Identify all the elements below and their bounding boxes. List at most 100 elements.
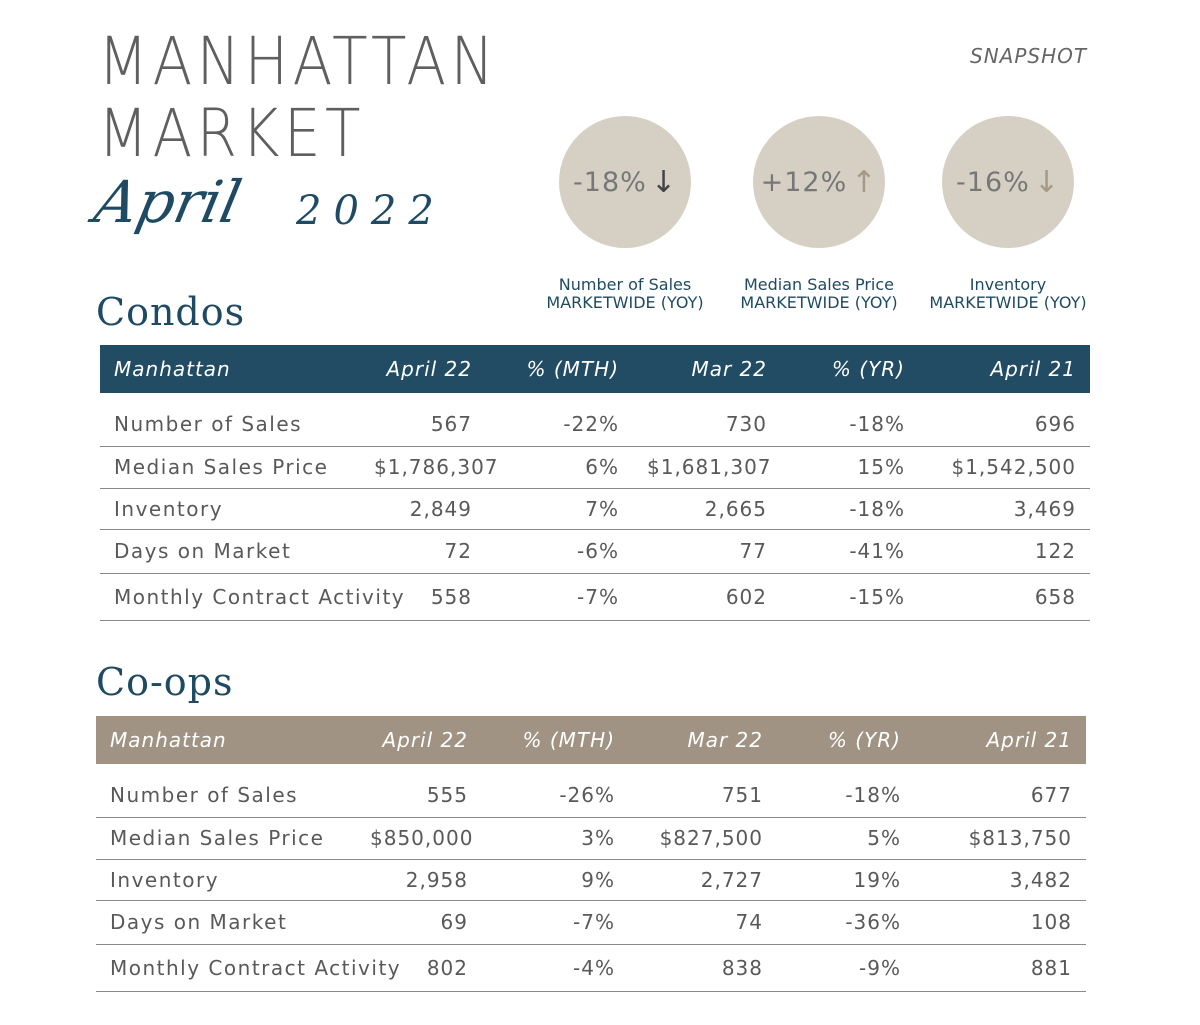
table-cell: 2,665 [633,488,781,530]
table-cell: 2,958 [356,859,482,901]
row-label: Monthly Contract Activity [96,944,400,992]
table-cell: 122 [919,529,1090,574]
condos-table: Manhattan April 22 % (MTH) Mar 22 % (YR)… [100,345,1090,621]
stat-circle: -16% ↓ [942,116,1074,248]
stat-value: +12% [760,166,848,198]
table-cell: -6% [486,529,633,574]
table-row: Days on Market 69 -7% 74 -36% 108 [96,900,1086,945]
stat-median-sales-price: +12% ↑ Median Sales Price MARKETWIDE (YO… [724,116,914,312]
title-line-2: MARKET [98,95,365,172]
stat-label-line-2: MARKETWIDE (YOY) [546,293,704,312]
table-cell: 7% [486,488,633,530]
table-cell: 838 [629,944,777,992]
column-header: April 22 [360,345,486,393]
table-cell: -7% [482,900,629,945]
table-cell: -41% [781,529,919,574]
table-cell: 802 [356,944,482,992]
row-label: Median Sales Price [100,446,360,489]
table-cell: $850,000 [356,817,482,860]
column-header: Manhattan [100,345,360,393]
table-cell: -18% [777,774,915,818]
row-label: Days on Market [96,900,356,945]
table-cell: 558 [360,573,486,621]
row-label: Number of Sales [96,774,356,818]
table-row: Inventory 2,849 7% 2,665 -18% 3,469 [100,488,1090,530]
table-cell: -22% [486,403,633,447]
report-year: 2022 [296,188,446,234]
coops-table: Manhattan April 22 % (MTH) Mar 22 % (YR)… [96,716,1086,992]
stat-circle: +12% ↑ [753,116,885,248]
table-cell: 15% [781,446,919,489]
row-label: Number of Sales [100,403,360,447]
arrow-down-icon: ↓ [1033,164,1060,200]
coops-section-title: Co-ops [96,660,234,704]
table-cell: 658 [919,573,1090,621]
table-cell: 6% [486,446,633,489]
row-label: Inventory [96,859,356,901]
table-row: Number of Sales 555 -26% 751 -18% 677 [96,774,1086,818]
row-label: Monthly Contract Activity [100,573,404,621]
stat-label-line-1: Number of Sales [558,275,692,294]
table-row: Monthly Contract Activity 802 -4% 838 -9… [96,944,1086,992]
stat-number-of-sales: -18% ↓ Number of Sales MARKETWIDE (YOY) [530,116,720,312]
row-label: Inventory [100,488,360,530]
table-cell: -9% [777,944,915,992]
table-cell: $813,750 [915,817,1086,860]
table-cell: 602 [633,573,781,621]
table-cell: 3,482 [915,859,1086,901]
table-cell: $827,500 [629,817,777,860]
table-cell: 751 [629,774,777,818]
column-header: % (YR) [777,716,915,764]
page-title: MANHATTAN MARKET [98,26,553,170]
table-cell: 74 [629,900,777,945]
table-cell: 730 [633,403,781,447]
table-row: Days on Market 72 -6% 77 -41% 122 [100,529,1090,574]
table-cell: 3,469 [919,488,1090,530]
table-cell: -18% [781,403,919,447]
table-cell: $1,542,500 [919,446,1090,489]
stat-label: Median Sales Price MARKETWIDE (YOY) [724,276,914,312]
stat-value: -16% [956,166,1030,198]
table-cell: 696 [919,403,1090,447]
table-cell: 69 [356,900,482,945]
stat-value: -18% [573,166,647,198]
table-header-row: Manhattan April 22 % (MTH) Mar 22 % (YR)… [100,345,1090,393]
column-header: April 22 [356,716,482,764]
condos-section-title: Condos [96,290,246,334]
table-cell: $1,681,307 [633,446,781,489]
table-cell: 2,849 [360,488,486,530]
row-label: Days on Market [100,529,360,574]
table-cell: -15% [781,573,919,621]
report-month: April [88,168,248,236]
snapshot-label: SNAPSHOT [970,44,1088,68]
column-header: April 21 [919,345,1090,393]
table-cell: 108 [915,900,1086,945]
stat-label-line-2: MARKETWIDE (YOY) [740,293,898,312]
table-cell: -26% [482,774,629,818]
column-header: % (YR) [781,345,919,393]
table-cell: 881 [915,944,1086,992]
stat-label: Number of Sales MARKETWIDE (YOY) [530,276,720,312]
table-row: Median Sales Price $850,000 3% $827,500 … [96,817,1086,860]
column-header: Manhattan [96,716,356,764]
table-cell: 5% [777,817,915,860]
table-cell: -18% [781,488,919,530]
column-header: Mar 22 [629,716,777,764]
row-label: Median Sales Price [96,817,356,860]
table-cell: -4% [482,944,629,992]
table-row: Number of Sales 567 -22% 730 -18% 696 [100,403,1090,447]
table-row: Median Sales Price $1,786,307 6% $1,681,… [100,446,1090,489]
table-row: Inventory 2,958 9% 2,727 19% 3,482 [96,859,1086,901]
title-line-1: MANHATTAN [98,23,499,100]
table-cell: 9% [482,859,629,901]
table-cell: $1,786,307 [360,446,498,489]
table-cell: 3% [482,817,629,860]
arrow-down-icon: ↓ [650,164,677,200]
table-cell: 567 [360,403,486,447]
table-cell: -36% [777,900,915,945]
table-cell: -7% [486,573,633,621]
column-header: Mar 22 [633,345,781,393]
arrow-up-icon: ↑ [851,164,878,200]
table-row: Monthly Contract Activity 558 -7% 602 -1… [100,573,1090,621]
column-header: % (MTH) [486,345,633,393]
